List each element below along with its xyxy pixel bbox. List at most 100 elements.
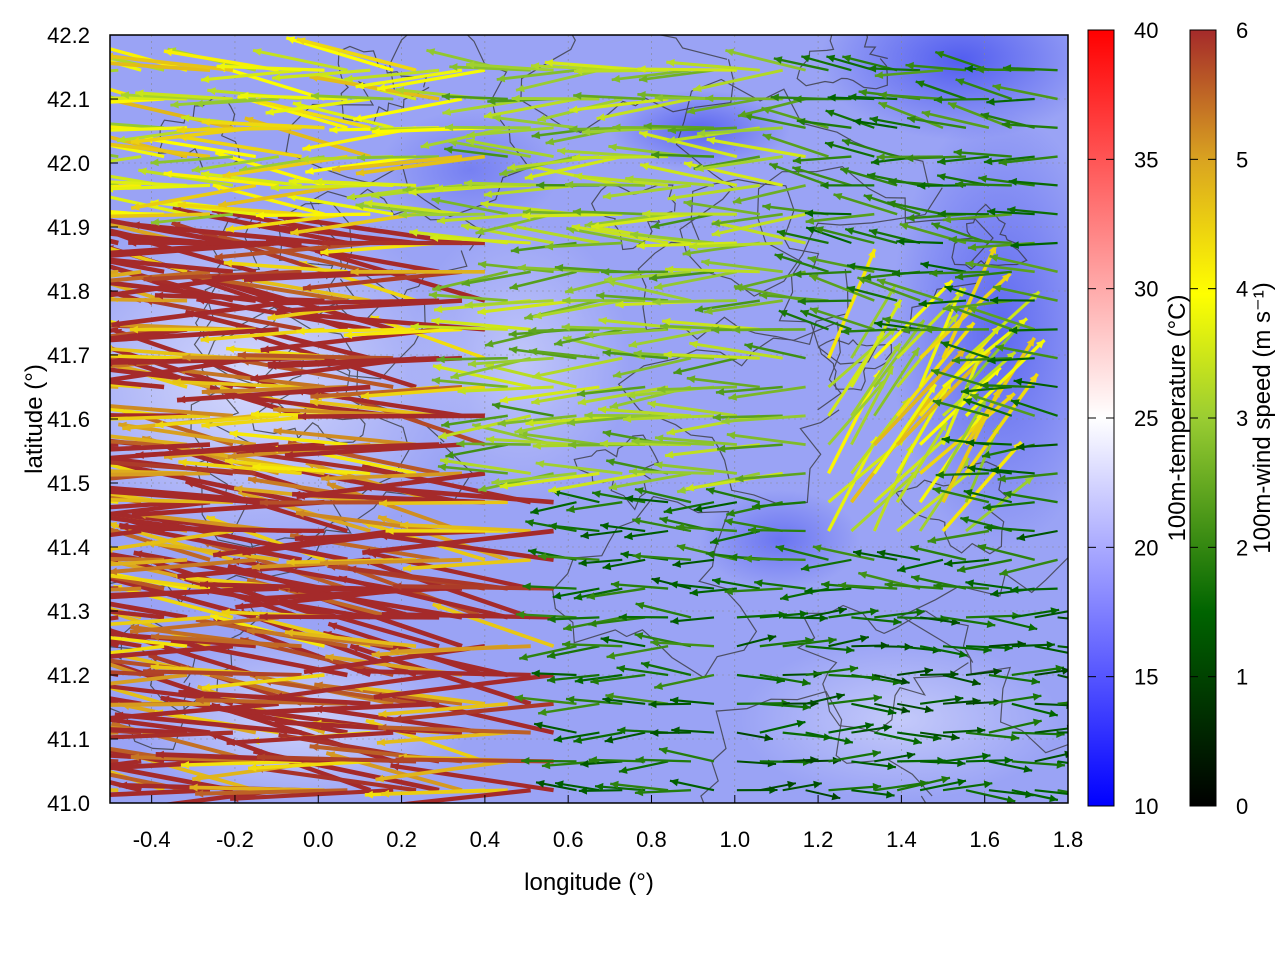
wind-vector-head: [701, 258, 710, 267]
wind-vector-head: [128, 358, 137, 367]
wind-vector: [110, 528, 142, 538]
wind-vector: [441, 92, 508, 101]
wind-vector-shaft: [965, 614, 1021, 619]
wind-vector-shaft: [110, 96, 188, 101]
wind-vector: [988, 693, 1042, 705]
wind-vector: [867, 64, 921, 73]
wind-vector: [622, 414, 715, 423]
wind-vector-head: [1001, 120, 1011, 129]
wind-vector: [491, 402, 554, 418]
wind-vector-head: [815, 226, 824, 234]
wind-vector-shaft: [437, 465, 508, 475]
wind-vector-shaft: [457, 385, 554, 393]
wind-vector: [154, 291, 325, 303]
wind-vector-shaft: [634, 789, 692, 794]
wind-vector: [343, 327, 463, 339]
wind-vector-head: [624, 494, 634, 503]
wind-vector-head: [525, 419, 534, 427]
wind-vector: [590, 673, 646, 685]
wind-vector-head: [874, 320, 883, 328]
contour-line: [796, 604, 974, 733]
wind-vector-head: [893, 617, 902, 626]
wind-vector-shaft: [142, 669, 302, 678]
wind-vector-shaft: [464, 299, 554, 307]
wind-vector-shaft: [782, 638, 837, 648]
wind-vector-shaft: [460, 223, 554, 245]
wind-vector-head: [259, 612, 268, 621]
wind-vector-head: [22, 717, 30, 725]
wind-vector: [378, 723, 531, 735]
wind-vector-head: [596, 291, 605, 300]
wind-vector: [1003, 490, 1058, 504]
wind-vector-shaft: [850, 342, 902, 417]
wind-vector-head: [571, 223, 581, 232]
wind-vector-head: [842, 138, 851, 147]
wind-vector-head: [150, 663, 159, 672]
wind-vector-shaft: [284, 630, 417, 649]
wind-vector: [437, 463, 508, 475]
wind-vector-head: [602, 429, 612, 438]
wind-vector: [778, 309, 829, 331]
wind-vector-head: [586, 592, 596, 600]
wind-vector-head: [887, 762, 896, 771]
wind-vector-head: [93, 624, 102, 632]
wind-vector-shaft: [265, 97, 371, 115]
wind-vector: [110, 327, 165, 339]
wind-vector-head: [499, 396, 509, 404]
wind-vector-shaft: [929, 270, 989, 275]
wind-vector: [634, 788, 692, 797]
wind-vector-shaft: [931, 222, 990, 245]
wind-vector-shaft: [110, 87, 142, 101]
wind-vector-head: [566, 695, 575, 704]
wind-vector-head: [296, 327, 305, 336]
wind-vector-head: [381, 610, 390, 619]
wind-vector: [683, 199, 761, 216]
wind-vector: [997, 472, 1058, 483]
wind-vector-head: [237, 351, 246, 360]
wind-vector-head: [1029, 373, 1038, 383]
wind-vector-shaft: [573, 174, 669, 187]
wind-vector-shaft: [110, 717, 211, 735]
wind-vector: [517, 263, 600, 274]
wind-vector-head: [195, 696, 204, 705]
colorbar-tick-label: 20: [1134, 535, 1158, 560]
wind-vector-shaft: [566, 501, 623, 512]
wind-vector-head: [831, 792, 841, 801]
wind-vector-shaft: [431, 378, 508, 389]
wind-vector: [514, 694, 577, 706]
wind-vector-shaft: [110, 155, 142, 163]
wind-vector: [142, 667, 302, 678]
wind-vector: [874, 320, 921, 331]
wind-vector: [201, 118, 325, 130]
wind-vector-head: [47, 753, 56, 761]
wind-vector-head: [1032, 693, 1042, 701]
wind-vector-shaft: [135, 91, 233, 101]
wind-vector-head: [38, 141, 47, 149]
wind-vector-head: [524, 172, 534, 181]
wind-vector-shaft: [218, 183, 348, 208]
wind-vector: [535, 460, 623, 475]
wind-vector: [869, 116, 921, 129]
wind-vector: [1034, 667, 1068, 676]
wind-vector-head: [538, 552, 547, 561]
wind-vector-head: [60, 123, 69, 131]
wind-vector-head: [1064, 750, 1068, 759]
wind-vector: [839, 167, 898, 187]
wind-vector-head: [905, 154, 914, 163]
wind-vector-head: [949, 314, 958, 324]
wind-vector-head: [1067, 607, 1068, 609]
wind-vector-head: [350, 268, 359, 276]
wind-vector-shaft: [569, 97, 669, 112]
wind-vector-head: [689, 242, 698, 251]
wind-vector-shaft: [302, 269, 463, 291]
wind-vector-shaft: [686, 97, 761, 114]
wind-vector-shaft: [989, 254, 1058, 274]
wind-vector: [548, 471, 646, 494]
wind-vector: [444, 123, 531, 132]
wind-vector-head: [484, 339, 494, 348]
wind-vector: [735, 472, 806, 483]
wind-vector-shaft: [937, 155, 990, 164]
wind-vector-shaft: [296, 327, 417, 334]
wind-vector: [915, 80, 967, 101]
wind-vector-head: [248, 476, 257, 484]
